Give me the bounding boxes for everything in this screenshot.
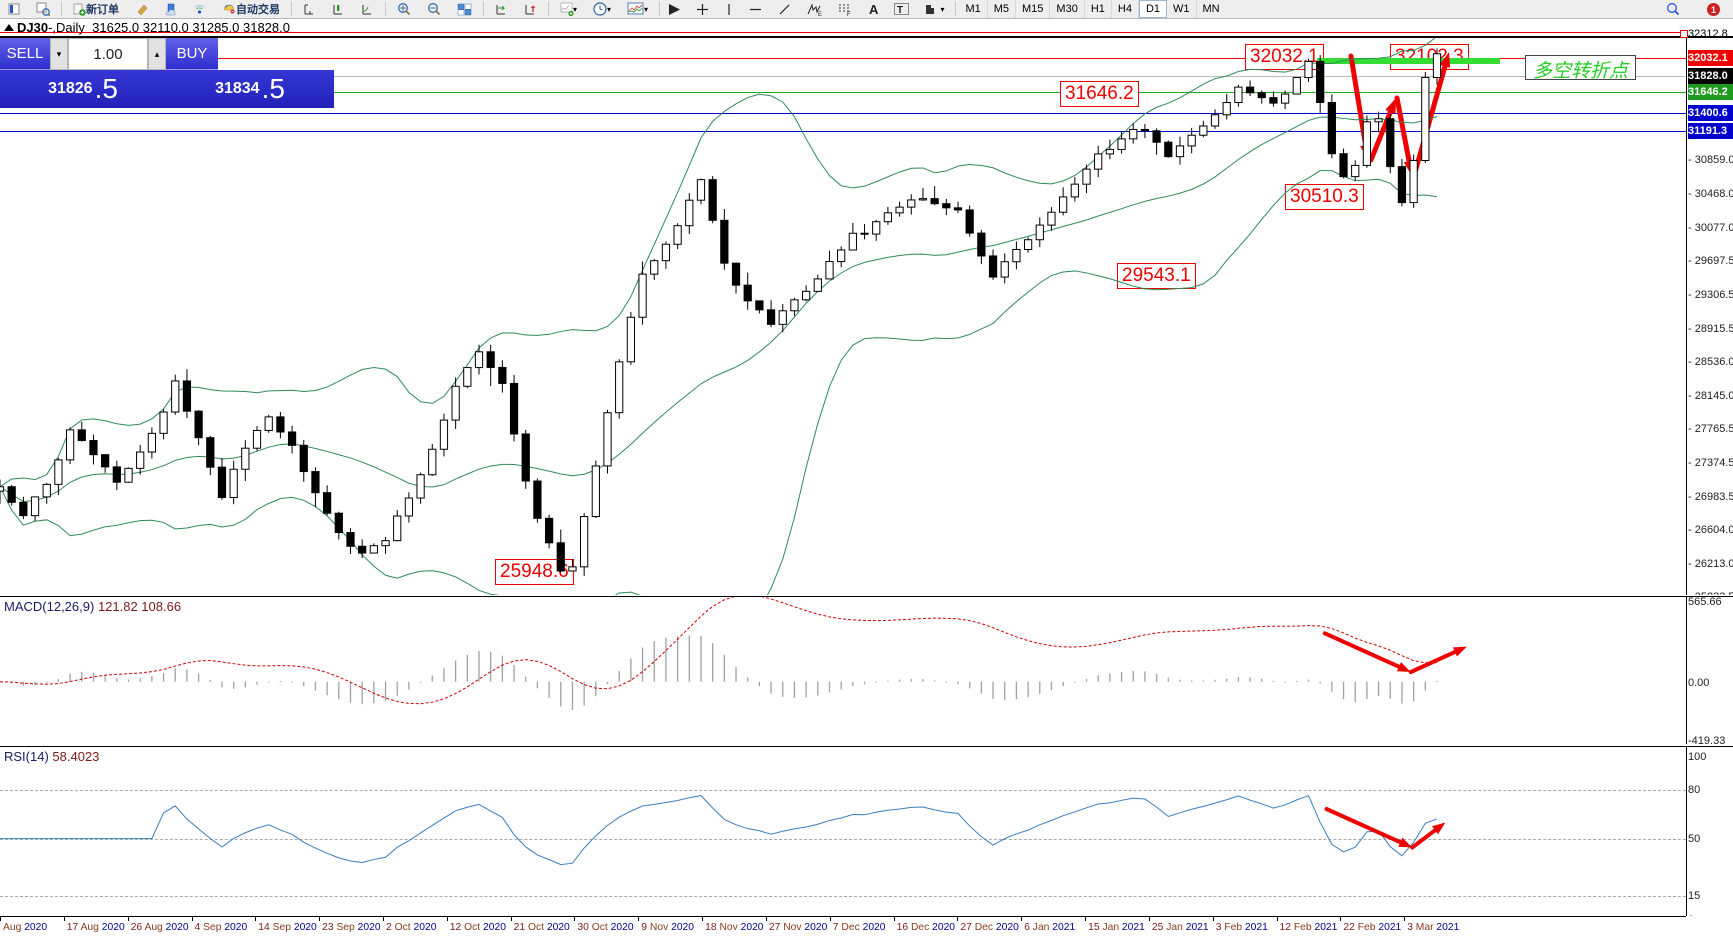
svg-text:T: T — [897, 5, 903, 16]
svg-text:E: E — [818, 12, 822, 16]
svg-text:1: 1 — [1711, 5, 1716, 15]
svg-text:F: F — [847, 12, 851, 16]
